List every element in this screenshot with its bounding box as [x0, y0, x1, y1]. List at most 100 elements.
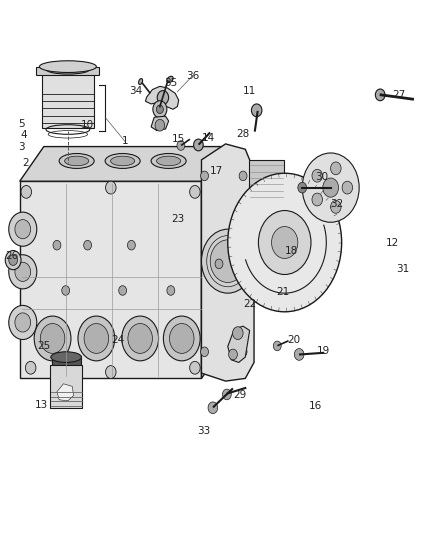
Circle shape [375, 89, 385, 101]
Circle shape [229, 349, 237, 360]
Ellipse shape [39, 61, 96, 72]
Circle shape [106, 366, 116, 378]
Text: 1: 1 [121, 136, 128, 146]
Text: 31: 31 [396, 264, 410, 274]
Circle shape [156, 105, 163, 114]
Text: 19: 19 [317, 346, 330, 356]
Text: 26: 26 [6, 251, 19, 261]
Text: 22: 22 [243, 299, 256, 309]
Circle shape [331, 200, 341, 213]
Circle shape [127, 240, 135, 250]
Ellipse shape [151, 154, 186, 168]
Text: 28: 28 [237, 130, 250, 139]
Ellipse shape [46, 64, 90, 74]
Ellipse shape [105, 154, 140, 168]
Circle shape [119, 286, 127, 295]
Circle shape [15, 220, 31, 239]
Ellipse shape [59, 154, 94, 168]
Circle shape [251, 104, 262, 117]
Polygon shape [50, 365, 82, 408]
Text: 27: 27 [392, 90, 405, 100]
Circle shape [84, 324, 109, 353]
Circle shape [170, 324, 194, 353]
Circle shape [233, 259, 240, 269]
Circle shape [62, 286, 70, 295]
Circle shape [155, 119, 165, 131]
Text: 2: 2 [22, 158, 29, 167]
Circle shape [201, 229, 254, 293]
Circle shape [201, 347, 208, 357]
Text: 23: 23 [171, 214, 184, 223]
Circle shape [53, 240, 61, 250]
Text: 33: 33 [197, 426, 210, 435]
Circle shape [78, 316, 115, 361]
Circle shape [122, 316, 159, 361]
Circle shape [167, 286, 175, 295]
Ellipse shape [167, 76, 173, 83]
Circle shape [215, 259, 223, 269]
Circle shape [273, 341, 281, 351]
Circle shape [312, 193, 322, 206]
Polygon shape [201, 147, 226, 378]
Circle shape [208, 402, 218, 414]
Circle shape [194, 139, 203, 151]
Text: 35: 35 [164, 78, 177, 87]
Text: 30: 30 [315, 172, 328, 182]
Ellipse shape [157, 156, 180, 166]
Circle shape [40, 324, 65, 353]
Ellipse shape [51, 352, 81, 362]
Polygon shape [249, 160, 284, 203]
Polygon shape [201, 144, 254, 381]
Circle shape [331, 162, 341, 175]
Circle shape [201, 171, 208, 181]
Text: 16: 16 [309, 401, 322, 411]
Circle shape [9, 255, 18, 265]
Text: 34: 34 [129, 86, 142, 95]
Polygon shape [42, 69, 94, 128]
Circle shape [84, 240, 92, 250]
Text: 13: 13 [35, 400, 48, 410]
Circle shape [106, 181, 116, 194]
Text: 10: 10 [81, 120, 94, 130]
Circle shape [190, 361, 200, 374]
Text: 14: 14 [201, 133, 215, 142]
Circle shape [323, 178, 339, 197]
Text: 11: 11 [243, 86, 256, 95]
Circle shape [298, 182, 307, 193]
Circle shape [153, 101, 167, 118]
Circle shape [21, 185, 32, 198]
Ellipse shape [138, 78, 143, 85]
Circle shape [190, 185, 200, 198]
Circle shape [128, 324, 152, 353]
Circle shape [233, 327, 243, 340]
Circle shape [272, 227, 298, 259]
Circle shape [258, 211, 311, 274]
Text: 17: 17 [210, 166, 223, 175]
Text: 29: 29 [233, 391, 247, 400]
Circle shape [223, 389, 231, 400]
Circle shape [302, 153, 359, 222]
Text: 36: 36 [186, 71, 199, 80]
Circle shape [294, 349, 304, 360]
Circle shape [312, 169, 322, 182]
Circle shape [239, 171, 247, 181]
Circle shape [9, 305, 37, 340]
Circle shape [5, 251, 21, 270]
Circle shape [34, 316, 71, 361]
Polygon shape [228, 326, 250, 362]
Text: 21: 21 [276, 287, 289, 297]
Circle shape [177, 141, 185, 150]
Circle shape [210, 240, 245, 282]
Polygon shape [52, 357, 81, 368]
Circle shape [9, 255, 37, 289]
Circle shape [239, 347, 247, 357]
Text: 3: 3 [18, 142, 25, 151]
Ellipse shape [110, 156, 135, 166]
Text: 20: 20 [287, 335, 300, 345]
Text: 15: 15 [172, 134, 185, 143]
Circle shape [15, 262, 31, 281]
Text: 5: 5 [18, 119, 25, 128]
Circle shape [228, 173, 342, 312]
Polygon shape [151, 116, 169, 131]
Circle shape [342, 181, 353, 194]
